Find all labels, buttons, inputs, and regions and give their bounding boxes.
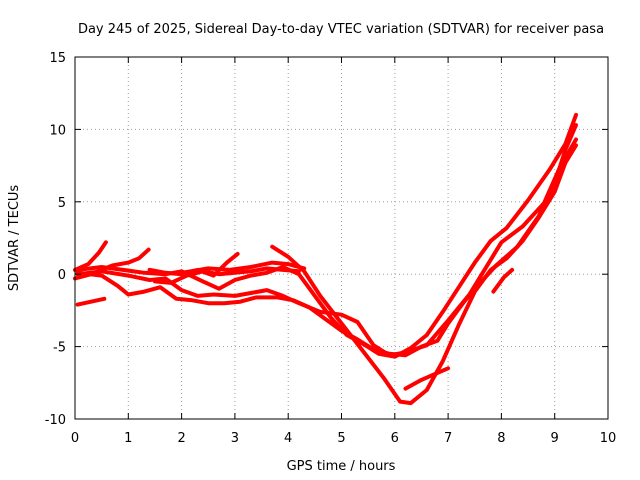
x-tick-label: 1 — [124, 431, 132, 446]
y-tick-label: 0 — [58, 268, 66, 283]
x-tick-label: 8 — [497, 431, 505, 446]
x-tick-label: 5 — [337, 431, 345, 446]
grid — [75, 57, 608, 419]
series-line-track-h — [152, 266, 301, 285]
x-axis-label: GPS time / hours — [287, 459, 396, 474]
x-tick-label: 2 — [177, 431, 185, 446]
y-tick-label: -10 — [45, 413, 66, 428]
series-line-track-k — [403, 366, 451, 391]
series-line-track-i — [179, 260, 307, 275]
x-tick-label: 10 — [600, 431, 617, 446]
y-tick-label: -5 — [53, 341, 66, 356]
series-group — [73, 112, 578, 406]
y-tick-label: 5 — [58, 196, 66, 211]
y-axis-label: SDTVAR / TECUs — [7, 185, 22, 292]
series-line-track-a — [73, 240, 108, 272]
x-tick-label: 4 — [284, 431, 292, 446]
series-line-track-l — [491, 267, 515, 294]
x-tick-label: 0 — [71, 431, 79, 446]
y-tick-label: 15 — [49, 51, 66, 66]
x-tick-label: 6 — [391, 431, 399, 446]
x-tick-label: 9 — [551, 431, 559, 446]
series-line-track-e — [75, 137, 578, 358]
chart-title: Day 245 of 2025, Sidereal Day-to-day VTE… — [78, 22, 604, 37]
x-axis-ticks: 0 1 2 3 4 5 6 7 8 9 10 — [71, 57, 616, 446]
series-line-track-b — [75, 296, 107, 307]
x-tick-label: 3 — [231, 431, 239, 446]
y-axis-ticks: -10 -5 0 5 10 15 — [45, 51, 608, 428]
x-tick-label: 7 — [444, 431, 452, 446]
series-line-track-j — [270, 143, 578, 406]
y-tick-label: 10 — [49, 123, 66, 138]
series-line-track-f — [75, 112, 578, 359]
